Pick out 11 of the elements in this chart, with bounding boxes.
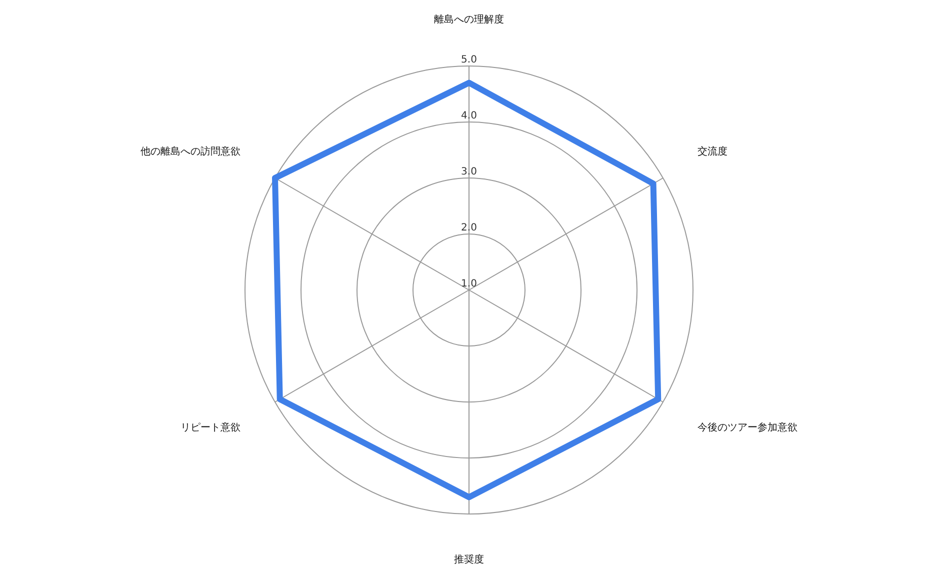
spoke-label: 離島への理解度: [434, 14, 504, 26]
spoke-label: 推奨度: [454, 554, 484, 566]
y-tick-label: 5.0: [461, 54, 477, 66]
y-tick-label: 4.0: [461, 110, 477, 122]
y-tick-label: 2.0: [461, 222, 477, 234]
spoke-label: リピート意欲: [180, 422, 240, 434]
spoke-label: 交流度: [698, 146, 728, 158]
y-tick-label: 1.0: [461, 278, 477, 290]
spoke-label: 他の離島への訪問意欲: [140, 146, 240, 158]
spoke-label: 今後のツアー参加意欲: [698, 422, 798, 434]
y-tick-label: 3.0: [461, 166, 477, 178]
